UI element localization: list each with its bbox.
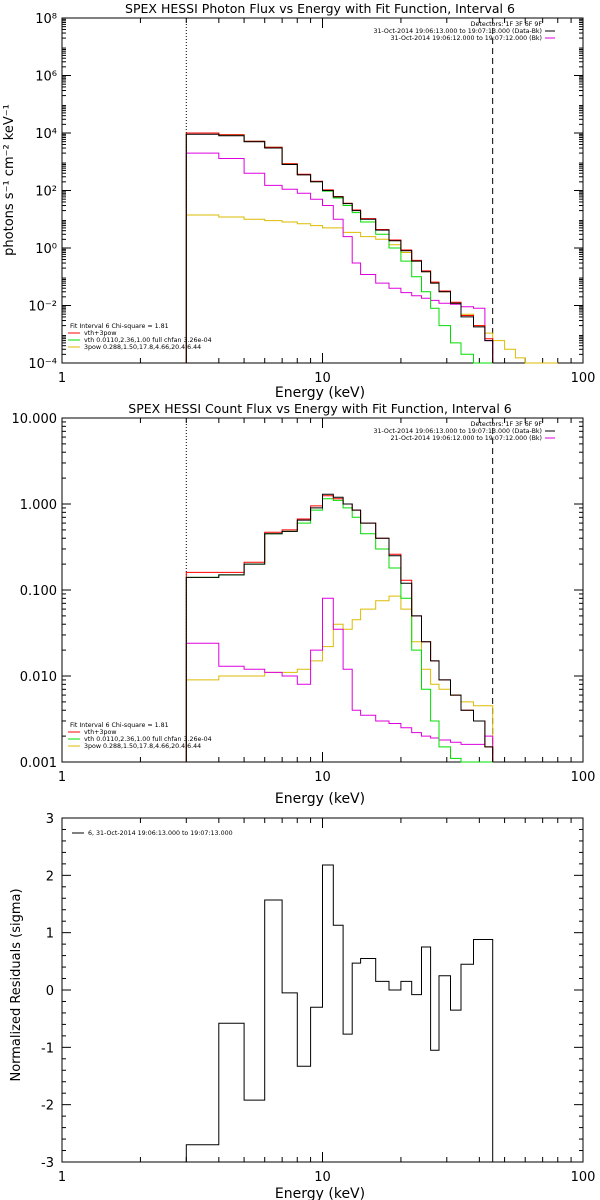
series-line <box>185 132 493 364</box>
legend-entry: Fit Interval 6 Chi-square = 1.81 <box>70 323 169 330</box>
plot-frame <box>61 417 584 763</box>
series-line <box>185 498 493 763</box>
y-tick-label: 10⁻⁴ <box>28 357 57 372</box>
y-tick-label: 10⁻² <box>28 300 57 315</box>
legend-entry: Detectors: 1F 3F 6F 9F <box>471 421 543 428</box>
legend-entry: vth+3pow <box>84 729 116 736</box>
legend-entry: Fit Interval 6 Chi-square = 1.81 <box>70 722 169 729</box>
x-tick-label: 10 <box>314 770 331 785</box>
y-tick-label: 0.100 <box>20 584 57 599</box>
residuals-panel: Energy (keV) Normalized Residuals (sigma… <box>9 812 595 1200</box>
y-tick-label: 3 <box>46 812 54 827</box>
x-tick-label: 100 <box>571 770 596 785</box>
y-tick-label: 10⁴ <box>35 127 57 142</box>
legend-entry: 3pow 0.288,1.50,17.8,4.66,20.4,6.44 <box>84 743 201 750</box>
x-tick-label: 1 <box>58 770 66 785</box>
count-flux-title: SPEX HESSI Count Flux vs Energy with Fit… <box>128 401 511 416</box>
count-flux-panel: SPEX HESSI Count Flux vs Energy with Fit… <box>12 401 596 807</box>
y-tick-label: 10⁰ <box>35 242 57 257</box>
series-line <box>185 214 558 364</box>
legend-entry: 31-Oct-2014 19:06:13.000 to 19:07:13.000… <box>373 28 542 35</box>
residuals-xlabel: Energy (keV) <box>275 1186 365 1200</box>
legend-entry: 21-Oct-2014 19:06:12.000 to 19:07:12.000… <box>391 435 542 442</box>
series-line <box>185 152 494 363</box>
series-line <box>185 133 494 363</box>
legend-entry: 31-Oct-2014 19:06:13.000 to 19:07:13.000… <box>373 428 542 435</box>
series-line <box>185 864 494 1162</box>
photon-flux-panel: SPEX HESSI Photon Flux vs Energy with Fi… <box>2 1 595 401</box>
photon-flux-ylabel: photons s⁻¹ cm⁻² keV⁻¹ <box>2 104 17 256</box>
y-tick-label: 1 <box>46 927 54 942</box>
y-tick-label: 10⁸ <box>35 12 57 27</box>
count-flux-xlabel: Energy (keV) <box>275 791 365 807</box>
y-tick-label: 1.000 <box>20 498 57 513</box>
y-tick-label: 0 <box>46 984 54 999</box>
x-tick-label: 1 <box>58 1170 66 1185</box>
x-tick-label: 100 <box>571 1170 596 1185</box>
legend-entry: Detectors: 1F 3F 6F 9F <box>471 21 543 28</box>
legend-entry: vth 0.0110,2.36,1.00 full chfan 3.26e-04 <box>84 736 212 743</box>
photon-flux-title: SPEX HESSI Photon Flux vs Energy with Fi… <box>125 1 515 16</box>
x-tick-label: 100 <box>571 371 596 386</box>
photon-flux-xlabel: Energy (keV) <box>275 385 365 401</box>
y-tick-label: -2 <box>41 1099 54 1114</box>
y-tick-label: -1 <box>41 1041 54 1056</box>
y-tick-label: 0.001 <box>20 756 57 771</box>
residuals-ylabel: Normalized Residuals (sigma) <box>9 888 24 1081</box>
series-line <box>185 597 494 762</box>
series-line <box>185 132 494 363</box>
y-tick-label: -3 <box>41 1156 54 1171</box>
legend-entry: 31-Oct-2014 19:06:12.000 to 19:07:12.000… <box>391 35 542 42</box>
x-tick-label: 1 <box>58 371 66 386</box>
legend-entry: vth 0.0110,2.36,1.00 full chfan 3.26e-04 <box>84 337 212 344</box>
y-tick-label: 10² <box>35 185 57 200</box>
x-tick-label: 10 <box>314 1170 331 1185</box>
x-tick-label: 10 <box>314 371 331 386</box>
y-tick-label: 2 <box>46 869 54 884</box>
legend-entry: 3pow 0.288,1.50,17.8,4.66,20.4,6.44 <box>84 344 201 351</box>
legend-entry: 6, 31-Oct-2014 19:06:13.000 to 19:07:13.… <box>88 830 233 837</box>
legend-entry: vth+3pow <box>84 330 116 337</box>
y-tick-label: 10.000 <box>12 412 58 427</box>
series-line <box>185 493 494 762</box>
series-line <box>185 595 494 762</box>
y-tick-label: 10⁶ <box>35 70 57 85</box>
y-tick-label: 0.010 <box>20 670 57 685</box>
